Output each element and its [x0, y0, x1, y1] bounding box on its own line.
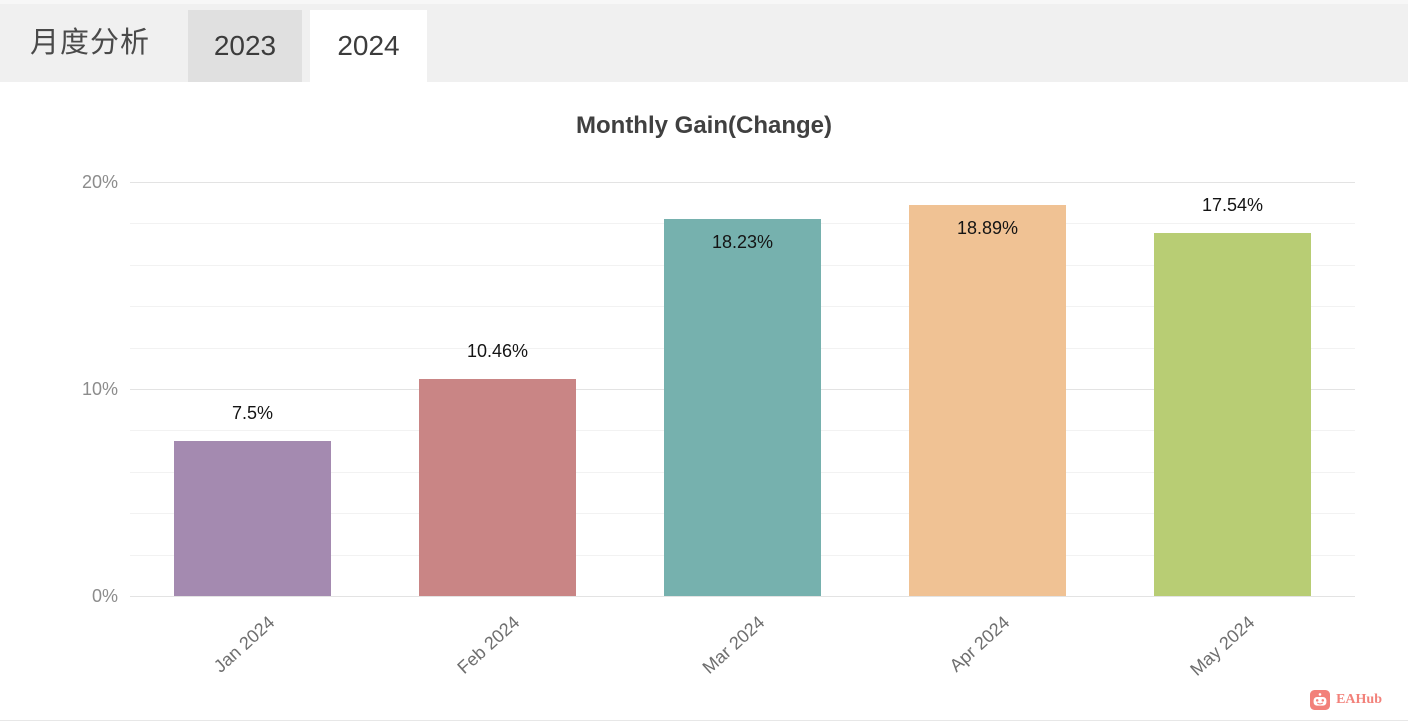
y-axis-tick-label: 10%: [81, 379, 118, 399]
bar-value-label: 7.5%: [231, 403, 274, 423]
x-axis-tick-label: May 2024: [1186, 612, 1259, 680]
bar-value-label: 18.23%: [711, 232, 774, 252]
robot-icon: [1310, 690, 1331, 710]
major-gridline: [130, 596, 1355, 597]
x-axis-tick-label: Jan 2024: [209, 612, 279, 677]
x-axis-tick-label: Feb 2024: [453, 612, 524, 678]
watermark-label: EAHub: [1336, 692, 1382, 707]
bar-value-label: 17.54%: [1201, 195, 1264, 215]
bar[interactable]: [664, 219, 821, 596]
bottom-divider: [0, 720, 1408, 721]
major-gridline: [130, 182, 1355, 183]
bar[interactable]: [1154, 233, 1311, 596]
y-axis-tick-label: 20%: [81, 172, 118, 192]
bar[interactable]: [174, 441, 331, 596]
header-bar: 月度分析 2023 2024: [0, 0, 1408, 88]
tab-2023[interactable]: 2023: [188, 10, 302, 82]
bar-value-label: 18.89%: [956, 218, 1019, 238]
tab-2024[interactable]: 2024: [310, 10, 427, 88]
x-axis-tick-label: Mar 2024: [698, 612, 769, 678]
y-axis-tick-label: 0%: [91, 586, 118, 606]
page-title: 月度分析: [30, 27, 151, 59]
bar[interactable]: [909, 205, 1066, 596]
top-strip: [0, 0, 1408, 4]
chart-title: Monthly Gain(Change): [576, 112, 832, 139]
x-axis-tick-label: Apr 2024: [945, 612, 1014, 676]
bar-value-label: 10.46%: [466, 341, 529, 361]
watermark: EAHub: [1310, 690, 1382, 710]
bar[interactable]: [419, 379, 576, 596]
